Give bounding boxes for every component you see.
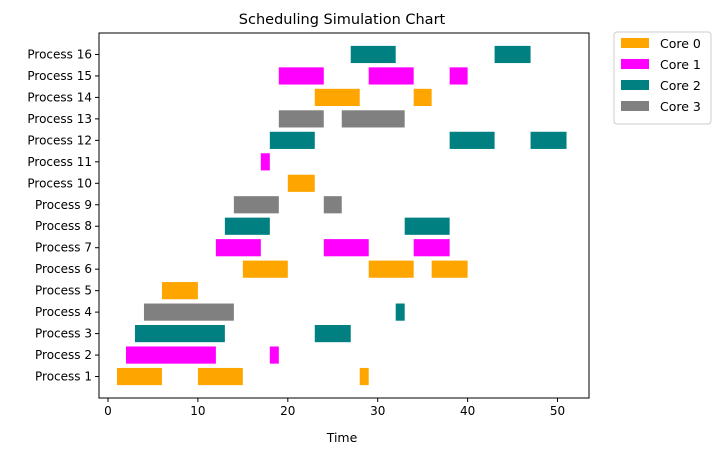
legend-swatch [621, 38, 649, 48]
task-bar [449, 131, 495, 149]
task-bar [116, 367, 162, 386]
y-tick-label: Process 4 [35, 305, 92, 319]
x-tick-label: 40 [460, 404, 475, 418]
task-bar [269, 346, 279, 364]
task-bar [143, 303, 234, 321]
x-tick-label: 0 [104, 404, 112, 418]
y-tick-label: Process 7 [35, 241, 92, 255]
task-bar [413, 88, 432, 106]
task-bar [278, 110, 324, 128]
x-tick-label: 20 [280, 404, 295, 418]
task-bar [314, 325, 351, 343]
task-bar [449, 67, 468, 85]
task-bar [242, 260, 288, 278]
y-tick-label: Process 12 [27, 133, 92, 147]
task-bar [224, 217, 270, 235]
task-bar [161, 282, 198, 300]
legend-label: Core 0 [660, 36, 701, 51]
task-bar [368, 260, 414, 278]
task-bar [215, 239, 261, 257]
legend-swatch [621, 80, 649, 90]
y-tick-label: Process 14 [27, 90, 92, 104]
y-tick-label: Process 6 [35, 262, 92, 276]
task-bar [260, 153, 270, 171]
y-tick-label: Process 16 [27, 47, 92, 61]
legend-swatch [621, 101, 649, 111]
y-tick-label: Process 11 [27, 155, 92, 169]
legend-label: Core 2 [660, 78, 701, 93]
task-bar [395, 303, 405, 321]
y-tick-label: Process 15 [27, 69, 92, 83]
task-bar [197, 367, 243, 386]
task-bar [494, 45, 531, 64]
plot-frame [98, 32, 590, 399]
task-bar [323, 196, 342, 214]
task-bar [287, 174, 315, 192]
task-bar [125, 346, 216, 364]
y-tick-label: Process 1 [35, 370, 92, 384]
y-axis: Process 1 Process 2 Process 3 Process 4 Proc… [27, 47, 99, 384]
x-tick-label: 10 [190, 404, 205, 418]
y-tick-label: Process 9 [35, 198, 92, 212]
bars-layer [116, 45, 567, 386]
x-axis-label: Time [326, 430, 358, 445]
legend: Core 0 Core 1 Core 2 Core 3 [613, 31, 712, 125]
task-bar [350, 45, 396, 64]
legend-label: Core 3 [660, 99, 701, 114]
task-bar [431, 260, 468, 278]
y-tick-label: Process 8 [35, 219, 92, 233]
x-axis: 0 10 20 30 40 50 [104, 398, 565, 418]
task-bar [368, 67, 414, 85]
task-bar [530, 131, 567, 149]
x-tick-label: 50 [550, 404, 565, 418]
task-bar [413, 239, 450, 257]
task-bar [341, 110, 405, 128]
task-bar [269, 131, 315, 149]
task-bar [134, 325, 225, 343]
task-bar [404, 217, 450, 235]
task-bar [314, 88, 360, 106]
x-tick-label: 30 [370, 404, 385, 418]
y-tick-label: Process 2 [35, 348, 92, 362]
task-bar [278, 67, 324, 85]
y-tick-label: Process 13 [27, 112, 92, 126]
task-bar [233, 196, 279, 214]
legend-swatch [621, 59, 649, 69]
task-bar [323, 239, 369, 257]
legend-label: Core 1 [660, 57, 701, 72]
chart-title: Scheduling Simulation Chart [239, 12, 446, 28]
y-tick-label: Process 3 [35, 327, 92, 341]
task-bar [359, 367, 369, 386]
y-tick-label: Process 5 [35, 284, 92, 298]
y-tick-label: Process 10 [27, 176, 92, 190]
